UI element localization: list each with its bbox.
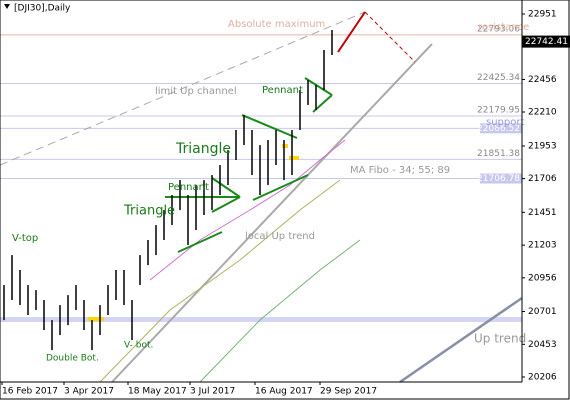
level-label: 21851.38: [477, 149, 520, 159]
annotation: V- bot.: [124, 341, 153, 351]
level-label: 21706.78: [477, 174, 520, 184]
y-tick-label: 20453: [528, 340, 557, 350]
current-price-box: [522, 35, 570, 48]
y-tick-label: 21953: [528, 141, 557, 151]
local-trend-line: [111, 43, 433, 383]
y-tick-label: 21203: [528, 241, 557, 251]
current-price-label: 22742.41: [525, 37, 568, 47]
annotation: resistance: [478, 22, 529, 33]
level-label: 22179.95: [477, 105, 520, 115]
x-tick-label: 18 May 2017: [128, 387, 187, 397]
y-tick-label: 20206: [528, 372, 557, 382]
annotation: limit Up channel: [155, 86, 237, 97]
annotation: MA Fibo - 34; 55; 89: [350, 165, 450, 176]
patterns: [165, 77, 333, 253]
y-tick-label: 22210: [528, 107, 557, 117]
level-label: 22425.34: [477, 73, 520, 83]
channel-upper: [0, 11, 366, 166]
annotation: Pennant: [168, 182, 209, 193]
annotation: Absolute maximum: [228, 19, 325, 30]
annotation: Up trend: [474, 332, 526, 346]
ma-55: [99, 179, 341, 383]
annotation: local Up trend: [245, 231, 315, 242]
level-box: [480, 173, 522, 184]
y-tick-label: 21451: [528, 208, 557, 218]
y-tick-label: 22456: [528, 75, 557, 85]
forecast-dashed: [364, 11, 416, 63]
level-label: 22086.52: [477, 124, 520, 134]
x-tick-label: 3 Jul 2017: [190, 387, 235, 397]
marker: [289, 156, 299, 160]
icon: [4, 4, 10, 9]
annotation: Triangle: [175, 141, 231, 157]
y-tick-label: 20701: [528, 307, 557, 317]
annotation: Pennant: [262, 85, 303, 96]
chart-title: [DJI30],Daily: [14, 4, 71, 14]
forecast-arrow: [337, 11, 366, 53]
level-box: [480, 123, 522, 134]
y-tick-label: 22951: [528, 10, 557, 20]
annotation: V-top: [12, 233, 38, 244]
x-tick-label: 16 Aug 2017: [255, 387, 313, 397]
marker: [88, 317, 104, 321]
annotation: Double Bot.: [46, 354, 99, 364]
x-tick-label: 16 Feb 2017: [2, 387, 58, 397]
level-label: 22793.06: [477, 24, 520, 34]
x-tick-label: 29 Sep 2017: [320, 387, 377, 397]
marker: [282, 144, 288, 148]
up-trend-line: [399, 296, 523, 384]
y-tick-label: 21706: [528, 174, 557, 184]
x-tick-label: 3 Apr 2017: [64, 387, 114, 397]
annotation: Triangle: [123, 204, 175, 219]
ma-89: [199, 239, 361, 383]
annotation: support: [486, 117, 524, 128]
y-tick-label: 20956: [528, 273, 557, 283]
